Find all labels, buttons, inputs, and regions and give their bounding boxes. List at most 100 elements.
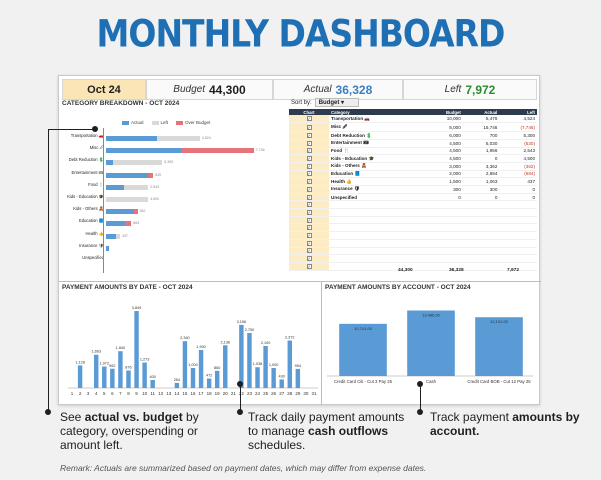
chart-checkbox[interactable]: ✓	[306, 263, 312, 269]
chart-checkbox[interactable]: ✓	[306, 194, 312, 200]
budget-cell: 1,500	[424, 177, 463, 186]
month-value: Oct 24	[87, 83, 121, 96]
left-value: 7,972	[465, 82, 496, 97]
category-bar-actual	[106, 160, 113, 166]
account-bar-label: 12,101.00	[490, 319, 509, 324]
callout-dot-2b	[237, 409, 243, 415]
month-selector[interactable]: Oct 24	[62, 79, 146, 100]
date-bar	[182, 341, 188, 388]
category-bar-actual	[106, 245, 109, 251]
chart-checkbox[interactable]: ✓	[306, 179, 312, 185]
date-bar	[295, 368, 301, 388]
callout-dot-3	[417, 381, 423, 387]
category-bar-row: Entertainment 🎟 530	[62, 170, 262, 181]
date-bar	[263, 346, 268, 388]
category-bar-value: 4,500	[150, 197, 160, 201]
callout-3: Track payment amounts by account.	[430, 410, 580, 438]
chart-checkbox[interactable]: ✓	[306, 171, 312, 177]
table-row-empty: ✓	[289, 200, 537, 210]
actual-cell: 5,476	[462, 115, 500, 124]
callout-line-3	[420, 384, 421, 411]
date-tick-label: 29	[295, 391, 301, 396]
sort-select[interactable]: Budget ▾	[314, 98, 359, 107]
chart-toggle-cell: ✓	[289, 208, 329, 217]
date-tick-label: 6	[111, 391, 114, 396]
category-bar-row: Food 🍴 2,543	[62, 182, 262, 193]
left-cell: 0	[499, 193, 537, 202]
chart-checkbox[interactable]: ✓	[306, 163, 312, 169]
category-bar-row: Health 👍 437	[62, 231, 262, 242]
date-bar-label: 400	[150, 375, 156, 379]
table-row: ✓ Debt Reduction 💲 6,000 700 5,300	[289, 131, 537, 140]
actual-label: Actual	[303, 84, 332, 95]
chart-checkbox[interactable]: ✓	[306, 248, 312, 254]
budget-cell: 2,000	[424, 170, 463, 179]
date-tick-label: 8	[127, 391, 130, 396]
actual-cell: 3,362	[462, 162, 500, 171]
col-actual: Actual	[462, 109, 500, 115]
dashboard-sheet: Oct 24 Budget 44,300 Actual 36,328 Left …	[58, 75, 541, 405]
chart-checkbox[interactable]: ✓	[306, 240, 312, 246]
date-bar-label: 876	[125, 365, 131, 369]
chart-checkbox[interactable]: ✓	[306, 156, 312, 162]
table-row-empty: ✓	[289, 223, 537, 233]
total-left: 7,972	[507, 268, 520, 273]
chart-toggle-cell: ✓	[289, 177, 329, 186]
category-cell: Food 🍴	[329, 147, 425, 156]
actual-cell: 5,030	[462, 139, 500, 148]
chart-checkbox[interactable]: ✓	[306, 148, 312, 154]
actual-kpi: Actual 36,328	[273, 79, 403, 100]
left-label: Left	[444, 84, 462, 95]
category-bar-value: 362	[139, 209, 146, 214]
col-category: Category	[329, 109, 425, 115]
chart-toggle-cell: ✓	[289, 200, 329, 210]
sort-control: Sort by: Budget ▾	[291, 98, 359, 107]
chart-checkbox[interactable]: ✓	[306, 225, 312, 231]
callout-dot-2	[237, 381, 243, 387]
account-tick-label: Cash	[426, 379, 437, 384]
chart-toggle-cell: ✓	[289, 193, 329, 202]
budget-cell: 6,000	[424, 131, 463, 140]
category-cell: Insurance 🛡	[329, 185, 425, 194]
left-kpi: Left 7,972	[403, 79, 537, 100]
chart-toggle-cell: ✓	[289, 239, 329, 248]
date-tick-label: 19	[215, 391, 221, 396]
chart-toggle-cell: ✓	[289, 254, 329, 263]
table-row-empty: ✓	[289, 231, 537, 240]
left-cell: (7,746)	[499, 122, 537, 133]
chart-checkbox[interactable]: ✓	[306, 133, 312, 139]
chart-checkbox[interactable]: ✓	[306, 232, 312, 238]
chart-checkbox[interactable]: ✓	[306, 124, 312, 130]
table-row: ✓ Health 👍 1,500 1,063 437	[289, 177, 537, 186]
date-bar-label: 1,038	[253, 362, 263, 366]
date-bar	[142, 362, 147, 388]
table-row: ✓ Transportation 🚗 10,000 5,476 4,524	[289, 115, 537, 124]
category-bar-label: Education 📘	[78, 218, 104, 224]
date-bar-label: 3,849	[132, 306, 142, 310]
chart-checkbox[interactable]: ✓	[306, 209, 312, 215]
category-bar-value: 684	[133, 221, 140, 226]
date-tick-label: 13	[166, 391, 172, 396]
chart-toggle-cell: ✓	[289, 247, 329, 256]
chart-checkbox[interactable]: ✓	[306, 186, 312, 192]
category-bar-actual	[106, 184, 125, 190]
chart-checkbox[interactable]: ✓	[306, 116, 312, 122]
category-bar-left	[124, 184, 149, 190]
date-tick-label: 12	[158, 391, 164, 396]
account-bar	[475, 317, 523, 376]
chart-checkbox[interactable]: ✓	[306, 202, 312, 208]
account-bar-label: 10,741.00	[354, 326, 373, 331]
category-bar-actual	[106, 233, 116, 239]
budget-cell: 8,000	[424, 122, 463, 133]
callout-leader-1	[48, 129, 94, 130]
chart-checkbox[interactable]: ✓	[306, 217, 312, 223]
chart-checkbox[interactable]: ✓	[306, 140, 312, 146]
chart-toggle-cell: ✓	[289, 139, 329, 148]
date-bar-label: 2,100	[261, 341, 271, 345]
account-bar-label: 13,486.00	[422, 312, 441, 317]
date-bar	[102, 366, 107, 388]
chart-checkbox[interactable]: ✓	[306, 256, 312, 262]
category-cell: Entertainment 🎟	[329, 139, 425, 148]
category-bar-actual	[106, 209, 135, 215]
left-cell: (684)	[499, 170, 537, 179]
